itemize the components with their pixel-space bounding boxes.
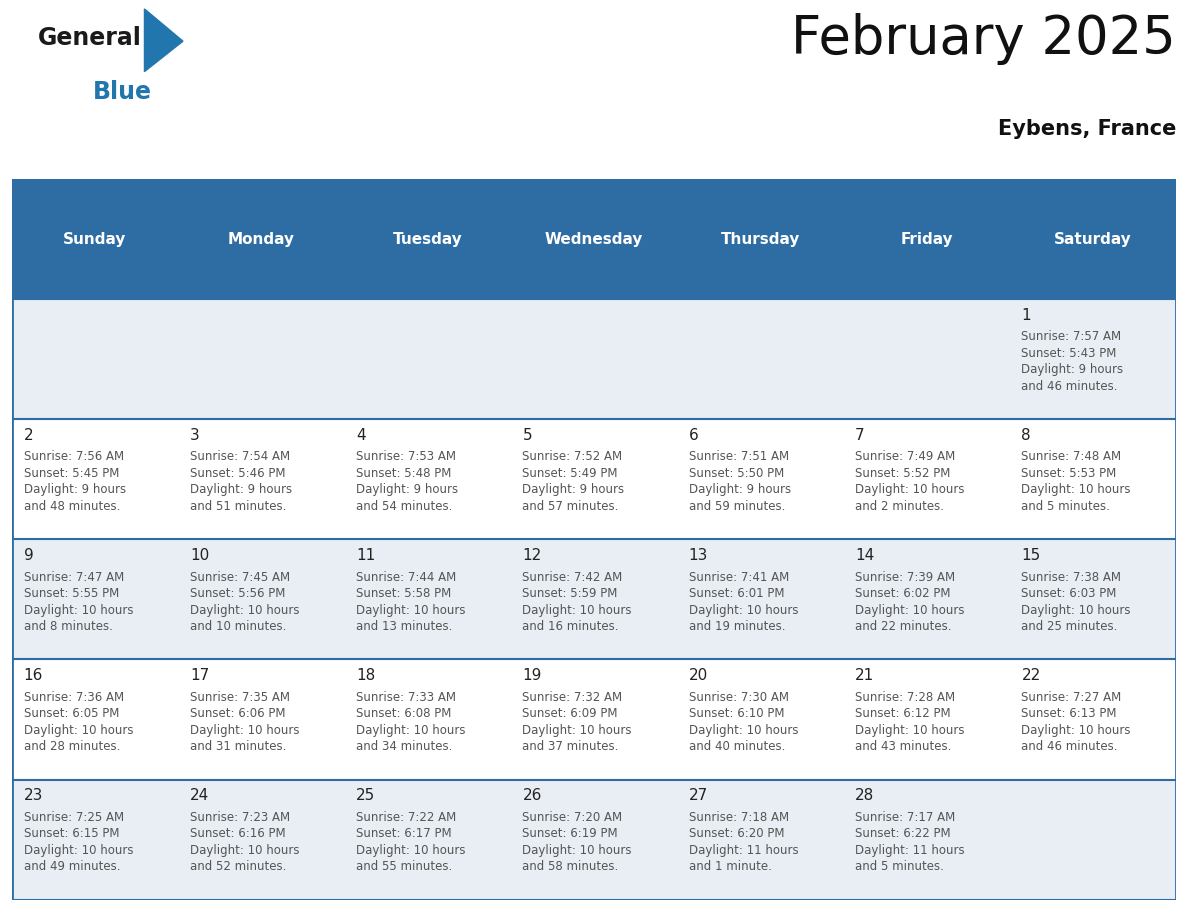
Text: 18: 18 [356, 667, 375, 683]
Text: 10: 10 [190, 548, 209, 563]
Text: Sunrise: 7:52 AM
Sunset: 5:49 PM
Daylight: 9 hours
and 57 minutes.: Sunrise: 7:52 AM Sunset: 5:49 PM Dayligh… [523, 451, 625, 513]
Polygon shape [145, 9, 183, 72]
Bar [511, 179, 677, 299]
Text: Eybens, France: Eybens, France [998, 119, 1176, 139]
Text: Sunrise: 7:32 AM
Sunset: 6:09 PM
Daylight: 10 hours
and 37 minutes.: Sunrise: 7:32 AM Sunset: 6:09 PM Dayligh… [523, 690, 632, 753]
Text: Sunrise: 7:51 AM
Sunset: 5:50 PM
Daylight: 9 hours
and 59 minutes.: Sunrise: 7:51 AM Sunset: 5:50 PM Dayligh… [689, 451, 791, 513]
Text: 16: 16 [24, 667, 43, 683]
Text: Thursday: Thursday [721, 231, 800, 247]
Text: Sunrise: 7:23 AM
Sunset: 6:16 PM
Daylight: 10 hours
and 52 minutes.: Sunrise: 7:23 AM Sunset: 6:16 PM Dayligh… [190, 811, 299, 873]
Text: 5: 5 [523, 428, 532, 442]
Text: Sunrise: 7:17 AM
Sunset: 6:22 PM
Daylight: 11 hours
and 5 minutes.: Sunrise: 7:17 AM Sunset: 6:22 PM Dayligh… [855, 811, 965, 873]
Text: Sunrise: 7:20 AM
Sunset: 6:19 PM
Daylight: 10 hours
and 58 minutes.: Sunrise: 7:20 AM Sunset: 6:19 PM Dayligh… [523, 811, 632, 873]
Bar [1010, 179, 1176, 299]
Text: 3: 3 [190, 428, 200, 442]
Text: 14: 14 [855, 548, 874, 563]
Text: 2: 2 [24, 428, 33, 442]
Text: Sunrise: 7:54 AM
Sunset: 5:46 PM
Daylight: 9 hours
and 51 minutes.: Sunrise: 7:54 AM Sunset: 5:46 PM Dayligh… [190, 451, 292, 513]
Text: 6: 6 [689, 428, 699, 442]
Text: 19: 19 [523, 667, 542, 683]
Text: 13: 13 [689, 548, 708, 563]
Text: 22: 22 [1022, 667, 1041, 683]
Bar [12, 179, 178, 299]
Text: 24: 24 [190, 788, 209, 803]
Text: 23: 23 [24, 788, 43, 803]
Text: Sunrise: 7:53 AM
Sunset: 5:48 PM
Daylight: 9 hours
and 54 minutes.: Sunrise: 7:53 AM Sunset: 5:48 PM Dayligh… [356, 451, 459, 513]
Text: Blue: Blue [93, 80, 152, 104]
Text: 20: 20 [689, 667, 708, 683]
Text: Friday: Friday [901, 231, 953, 247]
Text: Sunrise: 7:57 AM
Sunset: 5:43 PM
Daylight: 9 hours
and 46 minutes.: Sunrise: 7:57 AM Sunset: 5:43 PM Dayligh… [1022, 330, 1124, 393]
Text: 15: 15 [1022, 548, 1041, 563]
Text: 17: 17 [190, 667, 209, 683]
Text: Wednesday: Wednesday [545, 231, 643, 247]
Text: February 2025: February 2025 [791, 14, 1176, 65]
Text: Sunrise: 7:39 AM
Sunset: 6:02 PM
Daylight: 10 hours
and 22 minutes.: Sunrise: 7:39 AM Sunset: 6:02 PM Dayligh… [855, 571, 965, 633]
Text: Sunrise: 7:41 AM
Sunset: 6:01 PM
Daylight: 10 hours
and 19 minutes.: Sunrise: 7:41 AM Sunset: 6:01 PM Dayligh… [689, 571, 798, 633]
Text: 9: 9 [24, 548, 33, 563]
Text: Sunrise: 7:36 AM
Sunset: 6:05 PM
Daylight: 10 hours
and 28 minutes.: Sunrise: 7:36 AM Sunset: 6:05 PM Dayligh… [24, 690, 133, 753]
Text: Sunrise: 7:18 AM
Sunset: 6:20 PM
Daylight: 11 hours
and 1 minute.: Sunrise: 7:18 AM Sunset: 6:20 PM Dayligh… [689, 811, 798, 873]
Text: Sunrise: 7:45 AM
Sunset: 5:56 PM
Daylight: 10 hours
and 10 minutes.: Sunrise: 7:45 AM Sunset: 5:56 PM Dayligh… [190, 571, 299, 633]
Text: 27: 27 [689, 788, 708, 803]
Text: 12: 12 [523, 548, 542, 563]
Text: Sunday: Sunday [63, 231, 127, 247]
Bar [12, 299, 1176, 420]
Text: Sunrise: 7:48 AM
Sunset: 5:53 PM
Daylight: 10 hours
and 5 minutes.: Sunrise: 7:48 AM Sunset: 5:53 PM Dayligh… [1022, 451, 1131, 513]
Bar [843, 179, 1010, 299]
Text: 1: 1 [1022, 308, 1031, 322]
Bar [12, 659, 1176, 779]
Bar [12, 540, 1176, 659]
Bar [345, 179, 511, 299]
Bar [12, 779, 1176, 900]
Text: Sunrise: 7:44 AM
Sunset: 5:58 PM
Daylight: 10 hours
and 13 minutes.: Sunrise: 7:44 AM Sunset: 5:58 PM Dayligh… [356, 571, 466, 633]
Text: Monday: Monday [228, 231, 295, 247]
Text: 4: 4 [356, 428, 366, 442]
Text: Tuesday: Tuesday [393, 231, 462, 247]
Text: 25: 25 [356, 788, 375, 803]
Text: 8: 8 [1022, 428, 1031, 442]
Text: Sunrise: 7:56 AM
Sunset: 5:45 PM
Daylight: 9 hours
and 48 minutes.: Sunrise: 7:56 AM Sunset: 5:45 PM Dayligh… [24, 451, 126, 513]
Bar [12, 420, 1176, 539]
Bar [677, 179, 843, 299]
Text: Sunrise: 7:47 AM
Sunset: 5:55 PM
Daylight: 10 hours
and 8 minutes.: Sunrise: 7:47 AM Sunset: 5:55 PM Dayligh… [24, 571, 133, 633]
Text: Sunrise: 7:27 AM
Sunset: 6:13 PM
Daylight: 10 hours
and 46 minutes.: Sunrise: 7:27 AM Sunset: 6:13 PM Dayligh… [1022, 690, 1131, 753]
Text: Sunrise: 7:22 AM
Sunset: 6:17 PM
Daylight: 10 hours
and 55 minutes.: Sunrise: 7:22 AM Sunset: 6:17 PM Dayligh… [356, 811, 466, 873]
Text: 26: 26 [523, 788, 542, 803]
Text: Saturday: Saturday [1054, 231, 1132, 247]
Text: 11: 11 [356, 548, 375, 563]
Text: General: General [38, 26, 141, 50]
Text: 7: 7 [855, 428, 865, 442]
Text: 21: 21 [855, 667, 874, 683]
Text: Sunrise: 7:38 AM
Sunset: 6:03 PM
Daylight: 10 hours
and 25 minutes.: Sunrise: 7:38 AM Sunset: 6:03 PM Dayligh… [1022, 571, 1131, 633]
Text: Sunrise: 7:28 AM
Sunset: 6:12 PM
Daylight: 10 hours
and 43 minutes.: Sunrise: 7:28 AM Sunset: 6:12 PM Dayligh… [855, 690, 965, 753]
Text: 28: 28 [855, 788, 874, 803]
Bar [178, 179, 345, 299]
Text: Sunrise: 7:30 AM
Sunset: 6:10 PM
Daylight: 10 hours
and 40 minutes.: Sunrise: 7:30 AM Sunset: 6:10 PM Dayligh… [689, 690, 798, 753]
Text: Sunrise: 7:42 AM
Sunset: 5:59 PM
Daylight: 10 hours
and 16 minutes.: Sunrise: 7:42 AM Sunset: 5:59 PM Dayligh… [523, 571, 632, 633]
Text: Sunrise: 7:33 AM
Sunset: 6:08 PM
Daylight: 10 hours
and 34 minutes.: Sunrise: 7:33 AM Sunset: 6:08 PM Dayligh… [356, 690, 466, 753]
Text: Sunrise: 7:25 AM
Sunset: 6:15 PM
Daylight: 10 hours
and 49 minutes.: Sunrise: 7:25 AM Sunset: 6:15 PM Dayligh… [24, 811, 133, 873]
Text: Sunrise: 7:35 AM
Sunset: 6:06 PM
Daylight: 10 hours
and 31 minutes.: Sunrise: 7:35 AM Sunset: 6:06 PM Dayligh… [190, 690, 299, 753]
Text: Sunrise: 7:49 AM
Sunset: 5:52 PM
Daylight: 10 hours
and 2 minutes.: Sunrise: 7:49 AM Sunset: 5:52 PM Dayligh… [855, 451, 965, 513]
